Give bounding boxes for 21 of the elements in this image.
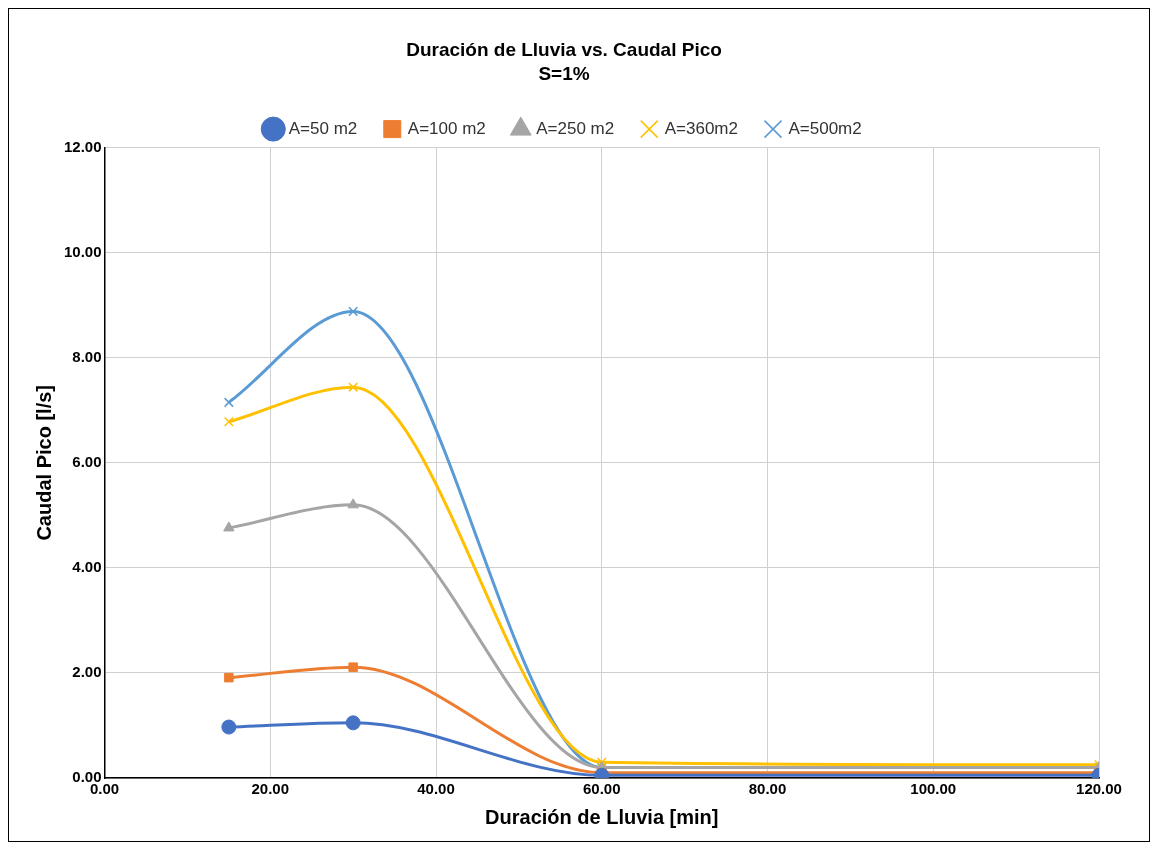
x-tick-label: 60.00	[582, 780, 621, 798]
chart-subtitle: S=1%	[538, 63, 590, 85]
y-tick-label: 8.00	[72, 347, 102, 365]
x-tick-label: 120.00	[1076, 780, 1122, 798]
y-tick-label: 10.00	[63, 242, 102, 260]
x-tick-label: 80.00	[748, 780, 787, 798]
legend-label: A=250 m2	[536, 118, 615, 138]
legend-label: A=500m2	[788, 118, 862, 138]
y-tick-label: 12.00	[63, 137, 102, 155]
chart-title: Duración de Lluvia vs. Caudal Pico	[406, 38, 722, 60]
legend-label: A=100 m2	[407, 118, 486, 138]
x-tick-label: 40.00	[417, 780, 455, 798]
y-axis-title: Caudal Pico [l/s]	[32, 385, 55, 541]
y-tick-label: 2.00	[72, 663, 102, 681]
x-tick-label: 100.00	[910, 780, 957, 798]
legend-label: A=50 m2	[288, 118, 358, 138]
x-tick-label: 20.00	[251, 780, 290, 798]
legend-label: A=360m2	[664, 118, 738, 138]
y-tick-label: 6.00	[72, 452, 102, 470]
x-axis-title: Duración de Lluvia [min]	[485, 805, 719, 828]
y-tick-label: 4.00	[72, 558, 102, 576]
